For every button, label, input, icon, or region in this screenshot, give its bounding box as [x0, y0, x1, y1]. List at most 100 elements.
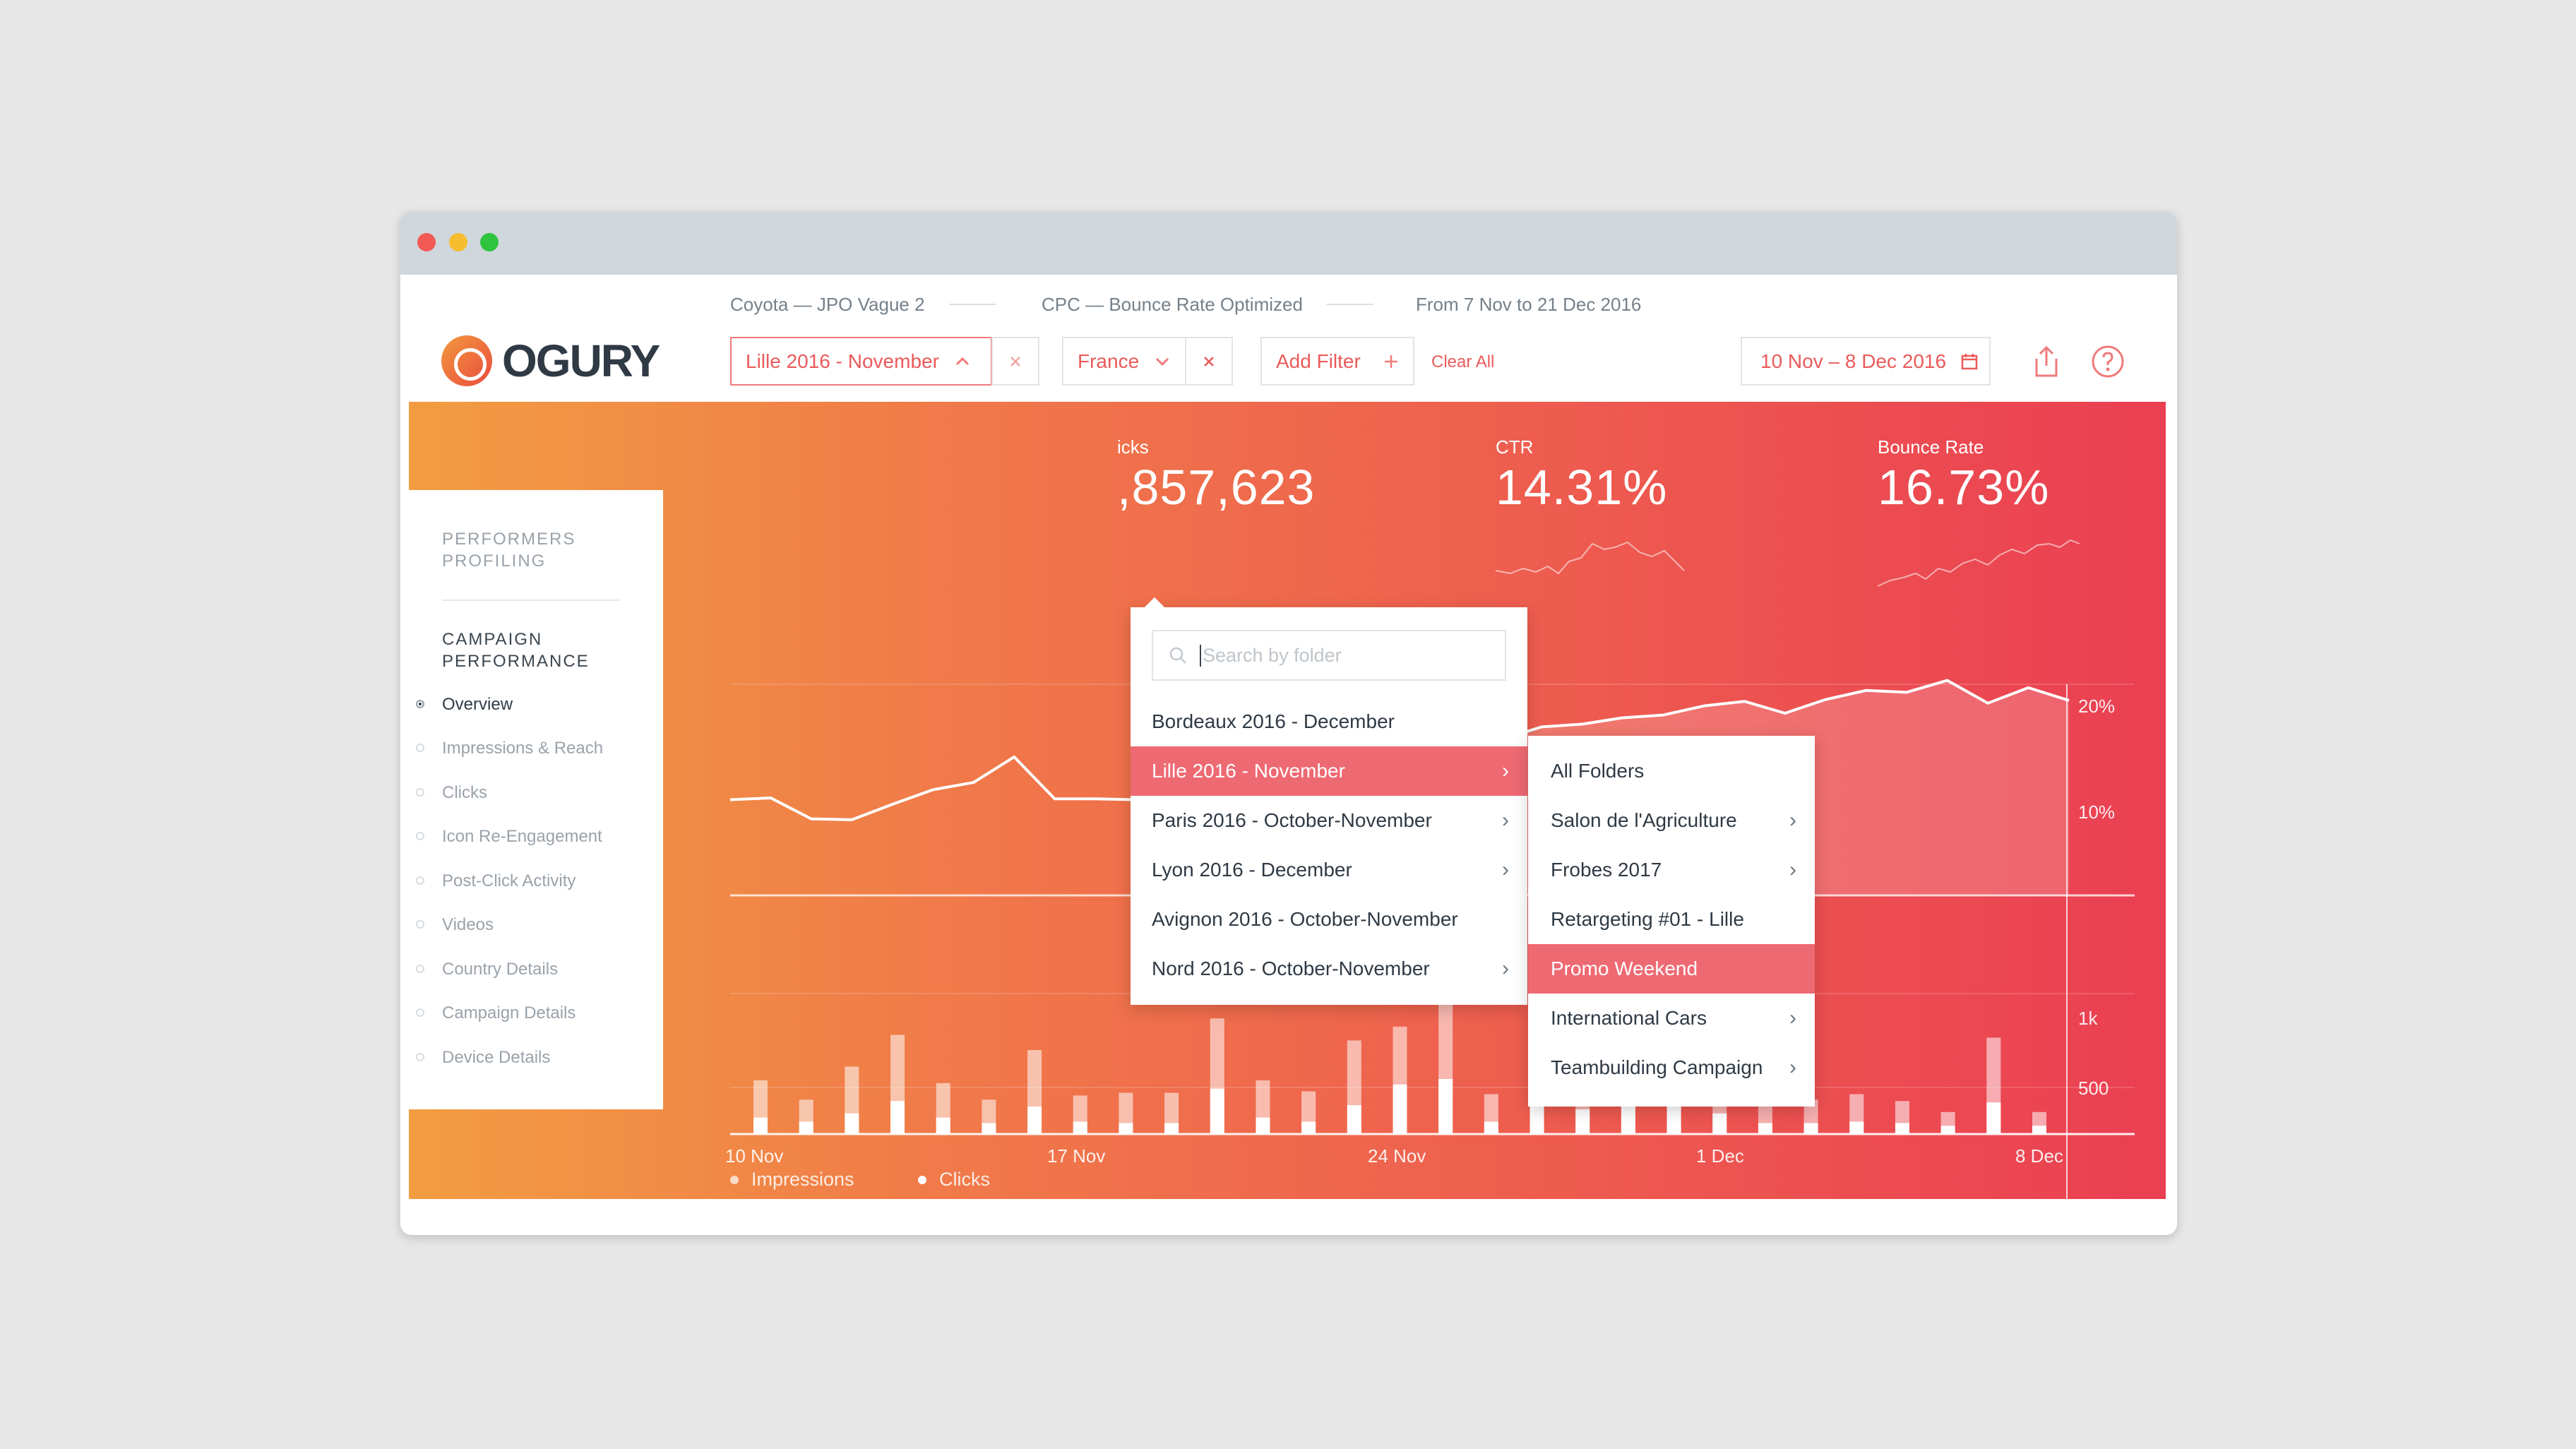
- clicks-bar[interactable]: [1712, 1113, 1727, 1134]
- subfolder-option-frobes[interactable]: Frobes 2017 ›: [1528, 845, 1815, 895]
- clicks-bar[interactable]: [1575, 1109, 1590, 1134]
- clicks-bar[interactable]: [1164, 1123, 1179, 1134]
- folder-option-label: Nord 2016 - October-November: [1152, 958, 1430, 979]
- impressions-clicks-bar-chart: [753, 1003, 2046, 1134]
- clicks-bar[interactable]: [1393, 1084, 1407, 1134]
- clicks-bar[interactable]: [1758, 1123, 1772, 1134]
- sidebar-item-impressions-reach[interactable]: Impressions & Reach: [442, 739, 604, 758]
- add-filter-button[interactable]: Add Filter: [1260, 337, 1414, 386]
- subfolder-option-teambuilding[interactable]: Teambuilding Campaign ›: [1528, 1043, 1815, 1092]
- sidebar-section-campaign-performance[interactable]: CAMPAIGN PERFORMANCE: [442, 628, 590, 672]
- sidebar-bullet: [416, 1053, 424, 1061]
- country-filter-value: France: [1078, 350, 1140, 372]
- sidebar: PERFORMERS PROFILING CAMPAIGN PERFORMANC…: [409, 490, 663, 1109]
- folder-option-lyon[interactable]: Lyon 2016 - December ›: [1131, 845, 1527, 895]
- subfolder-option-all-folders[interactable]: All Folders: [1528, 746, 1815, 796]
- sidebar-item-videos[interactable]: Videos: [442, 915, 494, 934]
- kpi-clicks-value: ,857,623: [1117, 460, 1316, 515]
- clear-all-link[interactable]: Clear All: [1431, 352, 1495, 371]
- clicks-bar[interactable]: [890, 1101, 905, 1134]
- breadcrumb-strategy[interactable]: CPC — Bounce Rate Optimized: [1042, 294, 1303, 315]
- brand-name: OGURY: [502, 335, 660, 386]
- clicks-bar[interactable]: [1027, 1107, 1042, 1134]
- chevron-right-icon: ›: [1789, 1056, 1796, 1079]
- clicks-bar[interactable]: [1438, 1079, 1453, 1134]
- sidebar-heading-line: CAMPAIGN: [442, 630, 543, 649]
- breadcrumb-campaign[interactable]: Coyota — JPO Vague 2: [730, 294, 925, 315]
- clicks-bar[interactable]: [1301, 1121, 1316, 1134]
- clicks-bar[interactable]: [1666, 1105, 1681, 1134]
- clicks-bar[interactable]: [799, 1121, 813, 1134]
- x-tick-label: 10 Nov: [725, 1145, 784, 1167]
- folder-filter-clear-button[interactable]: [991, 337, 1039, 386]
- folder-option-nord[interactable]: Nord 2016 - October-November ›: [1131, 944, 1527, 994]
- sidebar-item-campaign-details[interactable]: Campaign Details: [442, 1003, 576, 1022]
- y-tick-label-1k: 1k: [2078, 1008, 2098, 1029]
- chevron-right-icon: ›: [1502, 759, 1509, 782]
- minimize-window-button[interactable]: [449, 233, 467, 251]
- country-filter-select[interactable]: France: [1062, 337, 1186, 386]
- subfolder-option-salon-agriculture[interactable]: Salon de l'Agriculture ›: [1528, 796, 1815, 845]
- clicks-bar[interactable]: [753, 1117, 768, 1134]
- ctr-sparkline: [1495, 541, 1685, 575]
- legend-impressions[interactable]: Impressions: [730, 1169, 854, 1191]
- sidebar-item-overview[interactable]: Overview: [442, 695, 513, 714]
- brand-logo[interactable]: OGURY: [441, 335, 660, 387]
- legend-swatch-clicks: [918, 1175, 926, 1184]
- date-range-picker[interactable]: 10 Nov – 8 Dec 2016: [1741, 337, 1991, 386]
- app-window: OGURY Coyota — JPO Vague 2 CPC — Bounce …: [400, 212, 2177, 1235]
- subfolder-option-promo-weekend[interactable]: Promo Weekend: [1528, 944, 1815, 994]
- clicks-bar[interactable]: [845, 1113, 859, 1134]
- sidebar-item-device-details[interactable]: Device Details: [442, 1048, 551, 1067]
- kpi-bounce-rate-value: 16.73%: [1878, 460, 2050, 515]
- breadcrumb-separator: [949, 304, 996, 305]
- clicks-bar[interactable]: [1621, 1101, 1635, 1134]
- clicks-bar[interactable]: [1484, 1121, 1498, 1134]
- chevron-right-icon: ›: [1502, 858, 1509, 881]
- chevron-right-icon: ›: [1789, 809, 1796, 832]
- sidebar-bullet: [416, 744, 424, 752]
- sidebar-section-performers-profiling[interactable]: PERFORMERS PROFILING: [442, 528, 576, 572]
- clicks-bar[interactable]: [1986, 1102, 2001, 1134]
- sidebar-bullet: [416, 965, 424, 973]
- sidebar-item-post-click-activity[interactable]: Post-Click Activity: [442, 871, 576, 890]
- folder-option-bordeaux[interactable]: Bordeaux 2016 - December: [1131, 697, 1527, 746]
- clicks-bar[interactable]: [1210, 1088, 1224, 1134]
- subfolder-option-retargeting[interactable]: Retargeting #01 - Lille: [1528, 895, 1815, 944]
- country-filter-clear-button[interactable]: [1185, 337, 1233, 386]
- clicks-bar[interactable]: [1073, 1121, 1087, 1134]
- help-icon[interactable]: [2088, 342, 2128, 381]
- clicks-bar[interactable]: [1347, 1105, 1361, 1134]
- search-icon: [1169, 647, 1186, 664]
- folder-search-field[interactable]: Search by folder: [1152, 630, 1506, 681]
- sidebar-item-country-details[interactable]: Country Details: [442, 960, 559, 979]
- sidebar-item-clicks[interactable]: Clicks: [442, 783, 487, 802]
- date-range-value: 10 Nov – 8 Dec 2016: [1760, 350, 1947, 372]
- folder-option-label: Bordeaux 2016 - December: [1152, 710, 1395, 732]
- subfolder-option-label: Retargeting #01 - Lille: [1551, 908, 1744, 930]
- folder-filter-select[interactable]: Lille 2016 - November: [730, 337, 992, 386]
- clicks-bar[interactable]: [2032, 1126, 2046, 1134]
- folder-option-avignon[interactable]: Avignon 2016 - October-November: [1131, 895, 1527, 944]
- clicks-bar[interactable]: [1803, 1123, 1818, 1134]
- share-icon[interactable]: [2027, 342, 2066, 381]
- clicks-bar[interactable]: [1849, 1121, 1864, 1134]
- clicks-bar[interactable]: [1256, 1117, 1270, 1134]
- folder-option-paris[interactable]: Paris 2016 - October-November ›: [1131, 796, 1527, 845]
- folder-option-lille[interactable]: Lille 2016 - November ›: [1131, 746, 1527, 796]
- title-bar: [400, 212, 2177, 275]
- legend-clicks[interactable]: Clicks: [918, 1169, 990, 1191]
- clicks-bar[interactable]: [982, 1123, 996, 1134]
- clicks-bar[interactable]: [1940, 1126, 1955, 1134]
- close-window-button[interactable]: [417, 233, 436, 251]
- bounce-rate-sparkline: [1877, 539, 2080, 587]
- chevron-right-icon: ›: [1502, 957, 1509, 980]
- x-tick-label: 24 Nov: [1368, 1145, 1426, 1167]
- subfolder-option-international-cars[interactable]: International Cars ›: [1528, 994, 1815, 1043]
- clicks-bar[interactable]: [936, 1117, 950, 1134]
- clicks-bar[interactable]: [1119, 1123, 1133, 1134]
- maximize-window-button[interactable]: [480, 233, 499, 251]
- clicks-bar[interactable]: [1895, 1123, 1909, 1134]
- chevron-right-icon: ›: [1502, 809, 1509, 832]
- sidebar-item-icon-re-engagement[interactable]: Icon Re-Engagement: [442, 827, 602, 846]
